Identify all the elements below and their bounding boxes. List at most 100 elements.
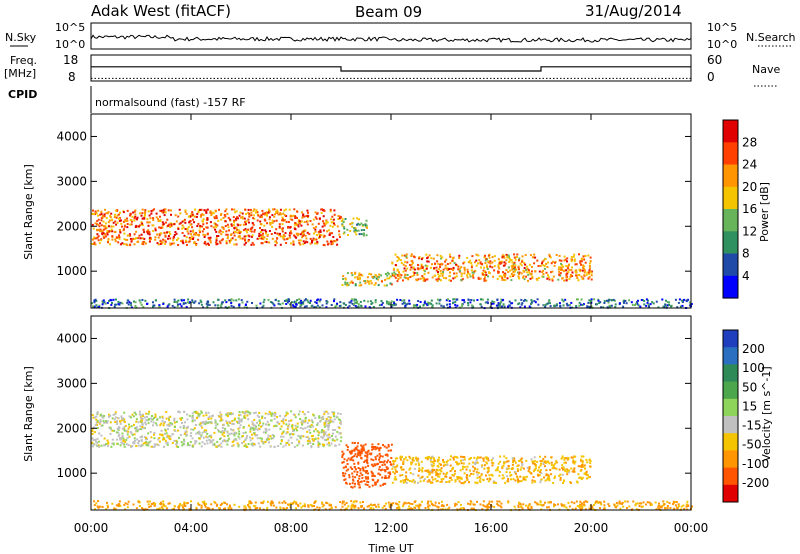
echo-cell	[552, 482, 555, 484]
echo-cell	[322, 431, 325, 434]
echo-cell	[362, 501, 364, 503]
echo-cell	[190, 432, 193, 435]
echo-cell	[95, 299, 98, 302]
echo-cell	[458, 480, 461, 483]
echo-cell	[134, 439, 137, 442]
echo-cell	[517, 464, 520, 467]
echo-cell	[489, 265, 492, 268]
echo-cell	[118, 217, 120, 220]
echo-cell	[677, 505, 680, 508]
echo-cell	[115, 431, 118, 434]
echo-cell	[163, 445, 165, 448]
echo-cell	[300, 220, 303, 223]
echo-cell	[261, 417, 264, 420]
echo-cell	[307, 215, 309, 218]
echo-cell	[563, 504, 566, 507]
echo-cell	[405, 256, 408, 259]
echo-cell	[624, 500, 627, 503]
echo-cell	[406, 261, 409, 264]
echo-cell	[330, 442, 333, 445]
echo-cell	[544, 501, 546, 504]
echo-cell	[377, 479, 380, 482]
echo-cell	[337, 215, 340, 217]
echo-cell	[436, 254, 439, 257]
echo-cell	[296, 422, 299, 425]
echo-cell	[328, 504, 331, 507]
echo-cell	[434, 504, 437, 507]
echo-cell	[419, 301, 422, 303]
echo-cell	[531, 481, 534, 484]
echo-cell	[227, 226, 230, 229]
echo-cell	[163, 210, 166, 213]
echo-cell	[371, 448, 374, 451]
echo-cell	[236, 231, 239, 234]
echo-cell	[421, 470, 424, 473]
echo-cell	[246, 231, 249, 234]
echo-cell	[570, 501, 573, 504]
echo-cell	[348, 482, 351, 485]
echo-cell	[438, 275, 441, 277]
echo-cell	[327, 416, 330, 419]
echo-cell	[317, 434, 320, 437]
echo-cell	[141, 222, 144, 225]
echo-cell	[352, 505, 355, 508]
echo-cell	[364, 470, 367, 473]
echo-cell	[197, 238, 200, 241]
echo-cell	[252, 223, 255, 226]
echo-cell	[413, 268, 416, 271]
echo-cell	[297, 239, 300, 242]
nsky-label: N.Sky	[5, 31, 37, 44]
echo-cell	[302, 435, 305, 438]
echo-cell	[333, 300, 335, 303]
echo-cell	[436, 298, 439, 301]
echo-cell	[402, 468, 405, 471]
echo-cell	[102, 235, 105, 238]
echo-cell	[431, 471, 434, 474]
echo-cell	[328, 234, 331, 236]
echo-cell	[511, 466, 514, 469]
echo-cell	[286, 238, 289, 241]
echo-cell	[460, 507, 463, 510]
echo-cell	[279, 243, 282, 246]
echo-cell	[509, 474, 512, 477]
echo-cell	[518, 259, 520, 262]
echo-cell	[209, 439, 212, 442]
echo-cell	[220, 413, 223, 416]
echo-cell	[109, 216, 112, 219]
echo-cell	[398, 273, 401, 276]
echo-cell	[367, 300, 369, 303]
echo-cell	[175, 420, 178, 423]
echo-cell	[254, 507, 257, 510]
echo-cell	[204, 504, 206, 507]
echo-cell	[413, 480, 416, 483]
echo-cell	[104, 302, 107, 305]
echo-cell	[410, 463, 413, 466]
echo-cell	[148, 236, 151, 239]
echo-cell	[261, 236, 264, 238]
echo-cell	[530, 299, 533, 302]
echo-cell	[200, 434, 203, 437]
echo-cell	[163, 422, 166, 425]
echo-cell	[284, 444, 287, 447]
echo-cell	[334, 240, 337, 243]
echo-cell	[542, 275, 545, 278]
echo-cell	[333, 439, 336, 442]
colorbar-segment	[723, 330, 738, 348]
echo-cell	[612, 298, 615, 301]
echo-cell	[237, 229, 240, 232]
echo-cell	[252, 209, 255, 212]
echo-cell	[309, 242, 312, 245]
echo-cell	[204, 240, 207, 243]
echo-cell	[636, 301, 639, 303]
echo-cell	[648, 305, 650, 308]
echo-cell	[286, 427, 289, 430]
echo-cell	[150, 417, 153, 420]
echo-cell	[101, 303, 104, 306]
echo-cell	[253, 418, 256, 421]
echo-cell	[407, 478, 410, 481]
echo-cell	[363, 449, 366, 452]
echo-cell	[183, 501, 186, 504]
echo-cell	[339, 420, 342, 423]
echo-cell	[345, 444, 348, 447]
echo-cell	[294, 228, 297, 231]
